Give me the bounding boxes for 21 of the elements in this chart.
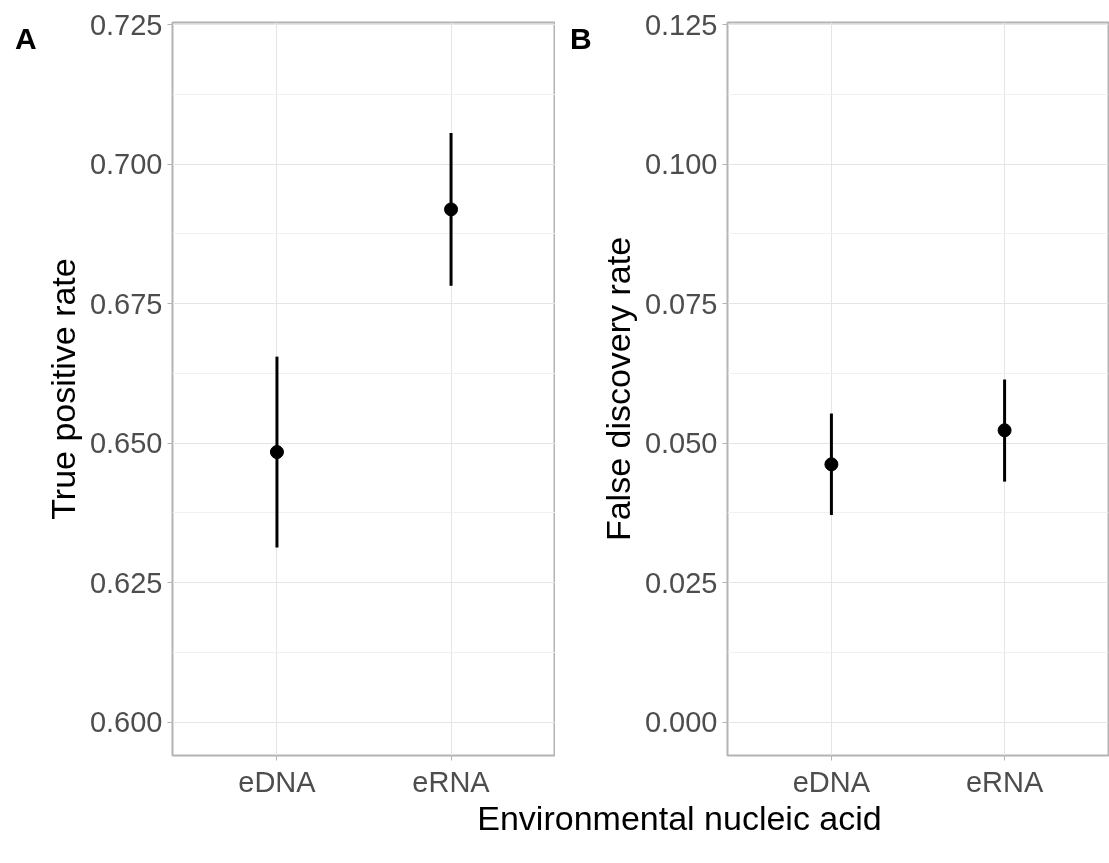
y-axis-title: False discovery rate [598,236,637,542]
y-tick-label: 0.100 [644,148,718,181]
y-tick-label: 0.725 [89,8,163,41]
y-tick-label: 0.000 [644,706,718,739]
x-tick-label: eDNA [792,765,871,798]
text: B [570,21,592,57]
y-tick-label: 0.075 [644,287,718,320]
x-tick-label: eRNA [965,765,1044,798]
y-tick-label: 0.675 [89,287,163,320]
y-tick-label: 0.600 [89,706,163,739]
text: A [15,21,37,57]
x-tick-label: eRNA [412,765,491,798]
y-tick-label: 0.050 [644,427,718,460]
x-tick-label: eDNA [238,765,317,798]
y-tick-label: 0.650 [89,427,163,460]
y-axis-title: True positive rate [43,258,82,520]
y-tick-label: 0.700 [89,148,163,181]
x-axis-title: Environmental nucleic acid [477,799,882,837]
y-tick-label: 0.025 [644,566,718,599]
y-tick-label: 0.625 [89,566,163,599]
y-tick-label: 0.125 [644,8,718,41]
